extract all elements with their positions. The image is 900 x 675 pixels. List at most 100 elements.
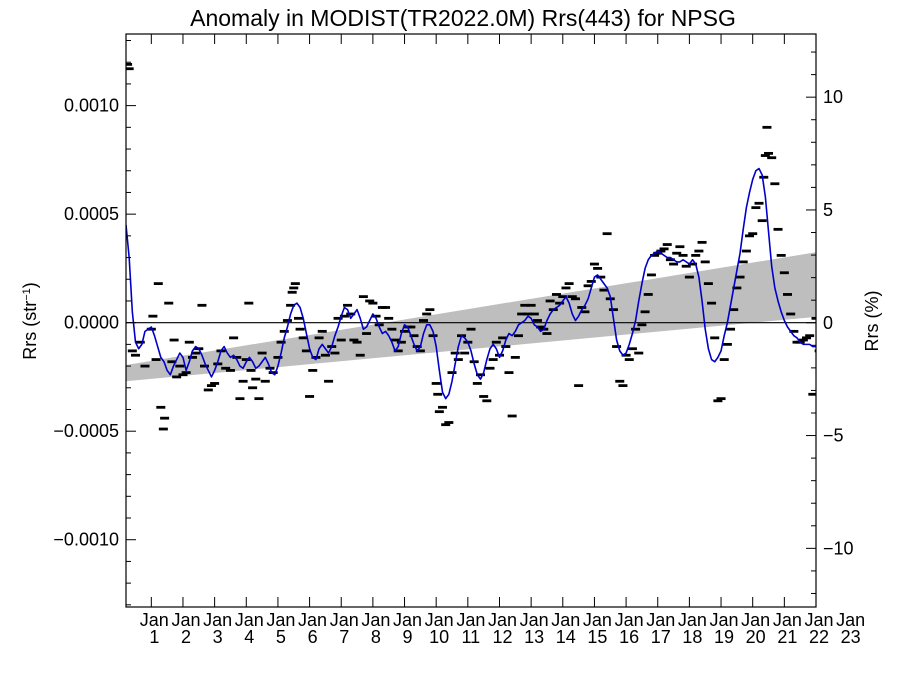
observation-point — [184, 340, 194, 344]
observation-point — [153, 282, 163, 286]
observation-point — [355, 353, 365, 357]
observation-point — [545, 299, 555, 303]
observation-point — [491, 340, 501, 344]
observation-point — [135, 340, 145, 344]
observation-point — [786, 312, 796, 316]
observation-point — [151, 358, 161, 361]
observation-point — [409, 334, 419, 338]
x-tick-label-year: 4 — [244, 627, 254, 647]
x-tick-label-month: Jan — [583, 610, 612, 630]
observation-point — [608, 308, 618, 312]
observation-point — [485, 366, 495, 370]
observation-point — [273, 355, 283, 359]
observation-point — [783, 293, 793, 296]
x-tick-label-year: 14 — [556, 627, 576, 647]
observation-point — [346, 312, 356, 316]
x-tick-label-month: Jan — [551, 610, 580, 630]
observation-point — [127, 349, 137, 353]
observation-point — [268, 371, 278, 374]
trend-band — [126, 252, 816, 382]
observation-point — [349, 338, 359, 342]
observation-point — [542, 332, 552, 335]
observation-point — [523, 312, 533, 316]
smoothed-series-layer — [126, 167, 816, 400]
x-tick-label-year: 13 — [524, 627, 544, 647]
observation-point — [343, 303, 353, 307]
observation-point — [703, 282, 713, 286]
observation-point — [504, 371, 514, 374]
observation-point — [169, 338, 179, 342]
x-tick-label-month: Jan — [804, 610, 833, 630]
plot-frame — [125, 33, 817, 608]
observation-point — [308, 369, 318, 372]
observation-point — [488, 358, 498, 361]
observation-point — [634, 351, 644, 355]
observation-point — [229, 336, 239, 340]
x-tick-label-year: 23 — [841, 627, 861, 647]
observation-point — [722, 342, 732, 346]
observation-point — [532, 319, 542, 322]
y-tick-label: 0.0010 — [64, 96, 119, 116]
observation-point — [773, 227, 783, 231]
observation-point — [181, 371, 191, 374]
observation-point — [387, 327, 397, 331]
x-tick-label-month: Jan — [330, 610, 359, 630]
observation-point — [479, 395, 489, 398]
observation-point — [298, 336, 308, 340]
observation-point — [751, 206, 761, 210]
observation-point — [225, 369, 235, 372]
observation-point — [254, 397, 264, 401]
observation-point — [317, 329, 327, 333]
observation-point — [561, 286, 571, 290]
observation-point — [301, 349, 311, 353]
observation-point — [558, 295, 568, 299]
x-tick-label-month: Jan — [425, 610, 454, 630]
observation-point — [779, 271, 789, 275]
observation-point — [618, 384, 628, 388]
x-tick-label-month: Jan — [140, 610, 169, 630]
x-tick-label-year: 15 — [587, 627, 607, 647]
observation-point — [276, 340, 286, 344]
observation-point — [732, 286, 742, 290]
observation-point — [738, 260, 748, 264]
observation-point — [510, 355, 520, 359]
observation-point — [726, 327, 736, 331]
observation-point — [305, 395, 315, 398]
observation-point — [126, 67, 134, 71]
observation-point — [314, 336, 324, 340]
observation-point — [148, 314, 158, 318]
y-tick-labels: 0.0010 0.0005 0.0000 −0.0005 −0.0010 — [53, 96, 119, 550]
observation-point — [760, 154, 770, 157]
observation-point — [257, 351, 267, 355]
observation-point — [295, 327, 305, 331]
x-tick-label-year: 7 — [339, 627, 349, 647]
observation-point — [330, 351, 340, 355]
observation-point — [659, 247, 669, 251]
observation-point — [199, 364, 209, 368]
observation-point — [757, 219, 767, 223]
observation-point — [599, 288, 609, 292]
observation-point — [656, 249, 666, 253]
y2-tick-label: −5 — [823, 426, 844, 446]
observation-point — [472, 382, 482, 385]
observation-point — [669, 262, 679, 266]
x-tick-label-month: Jan — [203, 610, 232, 630]
observation-point — [164, 301, 174, 305]
observation-point — [593, 267, 603, 270]
observation-point — [130, 353, 140, 357]
x-tick-label-year: 10 — [429, 627, 449, 647]
observation-point — [615, 379, 625, 383]
observation-point — [294, 316, 303, 320]
x-tick-label-month: Jan — [361, 610, 390, 630]
observation-point — [466, 327, 476, 331]
observation-point — [339, 314, 349, 318]
x-tick-label-year: 2 — [181, 627, 191, 647]
observation-point — [640, 310, 650, 314]
observation-point — [762, 125, 772, 129]
observation-point — [719, 358, 729, 361]
observation-point — [653, 251, 663, 255]
observation-point — [238, 379, 248, 383]
y2-tick-label: 5 — [823, 200, 833, 220]
x-tick-label-year: 6 — [308, 627, 318, 647]
